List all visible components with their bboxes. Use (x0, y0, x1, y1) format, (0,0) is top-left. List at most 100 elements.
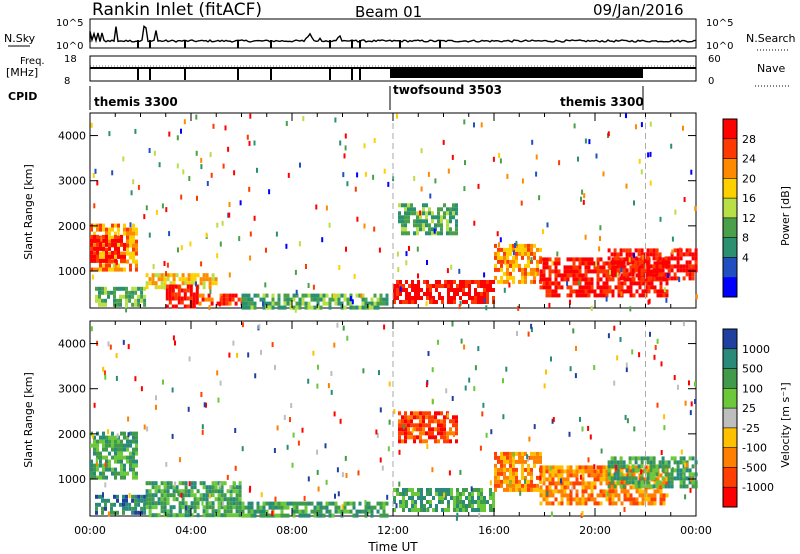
colorbar-tick-label: 20 (742, 172, 756, 185)
heatmap-speckle (316, 449, 319, 455)
heatmap-cell (110, 290, 113, 295)
heatmap-cell (554, 293, 558, 298)
heatmap-cell (542, 481, 546, 486)
heatmap-speckle (233, 170, 236, 176)
heatmap-cell (635, 273, 639, 278)
heatmap-cell (542, 281, 546, 286)
heatmap-speckle (294, 307, 297, 313)
heatmap-cell (614, 285, 618, 290)
heatmap-cell (637, 484, 641, 489)
heatmap-speckle (143, 214, 146, 220)
heatmap-cell (521, 251, 524, 256)
heatmap-speckle (546, 491, 549, 496)
heatmap-cell (211, 273, 215, 278)
heatmap-cell (489, 504, 492, 508)
heatmap-cell (676, 464, 680, 469)
heatmap-cell (120, 439, 123, 444)
heatmap-cell (376, 301, 380, 306)
heatmap-cell (486, 284, 489, 288)
heatmap-cell (404, 411, 407, 416)
heatmap-cell (441, 492, 444, 496)
heatmap-cell (611, 473, 615, 478)
colorbar-swatch (723, 257, 737, 278)
heatmap-cell (613, 268, 617, 273)
heatmap-cell (449, 439, 452, 444)
heatmap-cell (605, 293, 609, 298)
heatmap-cell (216, 301, 220, 306)
heatmap-cell (195, 284, 199, 289)
heatmap-cell (653, 501, 657, 506)
heatmap-cell (566, 285, 570, 290)
heatmap-cell (274, 501, 278, 506)
heatmap-cell (489, 288, 492, 292)
heatmap-cell (638, 261, 642, 266)
heatmap-cell (402, 488, 405, 492)
heatmap-cell (465, 280, 468, 284)
heatmap-speckle (249, 113, 252, 119)
heatmap-cell (196, 273, 200, 278)
heatmap-cell (382, 513, 386, 518)
heatmap-cell (649, 276, 653, 281)
heatmap-cell (438, 292, 441, 296)
heatmap-cell (135, 259, 138, 264)
heatmap-cell (658, 252, 662, 257)
heatmap-cell (172, 493, 176, 498)
heatmap-cell (569, 265, 573, 270)
heatmap-cell (247, 509, 251, 514)
heatmap-cell (566, 257, 570, 262)
heatmap-cell (629, 469, 633, 474)
heatmap-cell (105, 258, 108, 263)
heatmap-cell (376, 501, 380, 506)
heatmap-cell (116, 510, 119, 515)
heatmap-cell (452, 415, 455, 420)
heatmap-cell (548, 485, 552, 490)
heatmap-cell (667, 260, 671, 265)
heatmap-cell (123, 242, 126, 247)
heatmap-cell (437, 439, 440, 444)
heatmap-cell (148, 513, 152, 518)
heatmap-cell (500, 247, 503, 252)
heatmap-cell (145, 273, 149, 278)
heatmap-speckle (690, 477, 693, 482)
heatmap-speckle (437, 339, 439, 345)
heatmap-cell (631, 260, 635, 265)
heatmap-cell (222, 297, 226, 302)
heatmap-cell (587, 481, 591, 486)
heatmap-cell (441, 296, 444, 300)
heatmap-region (398, 203, 458, 236)
heatmap-cell (322, 297, 326, 302)
heatmap-cell (292, 293, 296, 298)
heatmap-cell (105, 459, 108, 464)
heatmap-cell (160, 509, 164, 514)
heatmap-speckle (216, 253, 219, 259)
heatmap-cell (289, 305, 293, 310)
heatmap-cell (417, 492, 420, 496)
heatmap-speckle (546, 222, 549, 228)
heatmap-cell (411, 284, 414, 288)
heatmap-cell (129, 227, 132, 232)
heatmap-cell (664, 464, 668, 469)
heatmap-cell (560, 493, 564, 498)
heatmap-speckle (228, 352, 231, 358)
heatmap-cell (524, 475, 527, 480)
heatmap-cell (122, 510, 125, 515)
heatmap-cell (661, 460, 665, 465)
heatmap-cell (506, 247, 509, 252)
heatmap-cell (411, 492, 414, 496)
heatmap-cell (114, 231, 117, 236)
heatmap-speckle (205, 402, 207, 408)
heatmap-cell (456, 288, 459, 292)
heatmap-cell (557, 257, 561, 262)
heatmap-cell (367, 509, 371, 514)
heatmap-cell (557, 465, 561, 470)
heatmap-cell (319, 513, 323, 518)
heatmap-cell (581, 477, 585, 482)
heatmap-speckle (453, 431, 455, 437)
heatmap-cell (629, 485, 633, 490)
heatmap-speckle (690, 401, 693, 407)
heatmap-cell (319, 501, 323, 506)
heatmap-cell (533, 243, 536, 248)
heatmap-speckle (653, 354, 656, 360)
heatmap-cell (148, 497, 152, 502)
heatmap-cell (426, 492, 429, 496)
